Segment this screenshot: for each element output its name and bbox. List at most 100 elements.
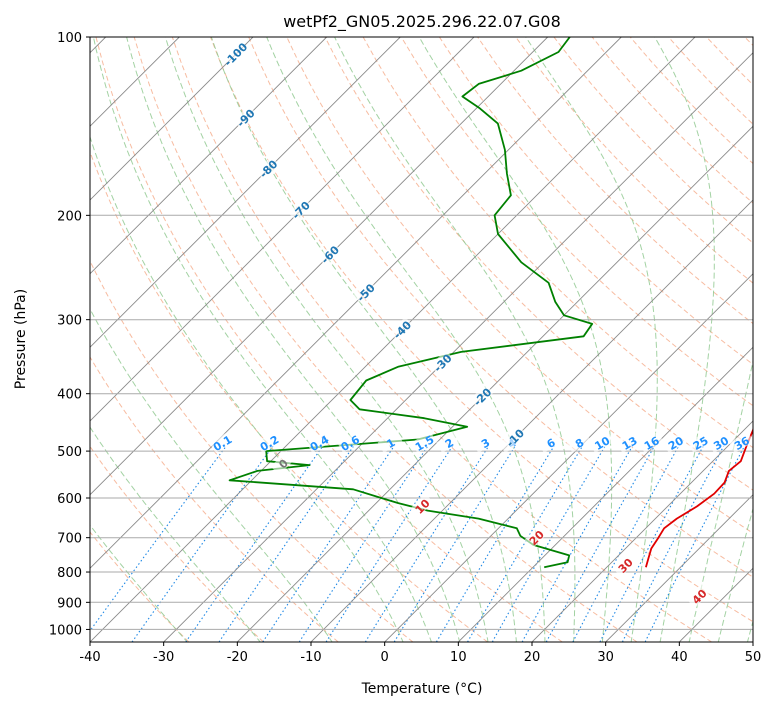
isotherm-label-bg	[389, 317, 414, 342]
moist-adiabat-line	[525, 37, 658, 642]
profile-lines	[228, 37, 753, 569]
mixing-ratio-label-bg	[256, 431, 282, 453]
dry-adiabat-line	[400, 37, 753, 407]
moist-adiabat-label-bg	[686, 583, 711, 608]
isotherm-label-bg	[317, 241, 342, 266]
x-tick-label: 50	[745, 650, 762, 665]
y-tick-label: 800	[57, 566, 82, 581]
mixing-ratio-line	[298, 445, 429, 642]
isotherm-line	[90, 37, 696, 642]
moist-adiabat-label-bg	[523, 524, 548, 550]
isotherm-line	[90, 37, 475, 422]
moist-adiabat-line	[654, 37, 715, 642]
moist-adiabat-line	[126, 37, 461, 642]
mixing-ratio-label-bg	[687, 431, 713, 453]
moist-adiabat-line	[266, 37, 546, 642]
mixing-ratio-label-group: 6	[537, 431, 563, 453]
dry-adiabat-line	[438, 37, 753, 366]
plot-background	[90, 37, 753, 642]
dry-adiabat-line	[133, 37, 638, 642]
moist-adiabat-line	[90, 135, 404, 642]
isotherm-label-bg	[353, 279, 378, 304]
y-tick-label: 600	[57, 492, 82, 507]
axes: -40 -30 -20 -10 0 10 20 30 40 5010020030040050060…	[49, 31, 761, 665]
isotherm-line	[163, 52, 753, 642]
moist-adiabat-label-bg	[612, 552, 637, 577]
mixing-ratio-label-bg	[589, 431, 615, 453]
isotherm-label-bg	[469, 384, 494, 409]
mixing-ratio-label-bg	[337, 431, 363, 453]
mixing-ratio-line	[185, 445, 324, 642]
isotherm-line	[90, 37, 254, 201]
y-tick-label: 400	[57, 388, 82, 403]
mixing-ratio-label-bg	[707, 431, 734, 453]
mixing-ratio-label-bg	[537, 431, 563, 453]
mixing-ratio-label-bg	[377, 431, 403, 453]
isotherm-label-bg	[232, 105, 258, 130]
dry-adiabat-line	[210, 37, 753, 623]
dry-adiabat-line	[90, 531, 190, 642]
x-tick-label: 30	[597, 650, 614, 665]
mixing-ratio-line	[364, 445, 490, 642]
moist-adiabat-line	[90, 524, 188, 642]
isotherm-label-bg	[288, 197, 313, 222]
mixing-ratio-line	[521, 445, 633, 642]
mixing-ratio-line	[621, 445, 725, 642]
mixing-ratio-label-bg	[306, 431, 332, 453]
x-tick-label: -30	[153, 650, 174, 665]
isotherm-label-bg	[222, 41, 247, 66]
dry-adiabat-line	[248, 37, 753, 578]
mixing-ratio-label-bg	[616, 431, 642, 453]
x-tick-label: 40	[671, 650, 688, 665]
mixing-ratio-line	[218, 445, 355, 642]
y-axis-label: Pressure (hPa)	[13, 289, 29, 389]
dry-adiabat-line	[324, 37, 753, 491]
mixing-ratio-line	[545, 445, 656, 642]
plot-frame	[89, 36, 754, 643]
moist-adiabat-line	[164, 37, 489, 642]
mixing-ratio-label-bg	[638, 431, 664, 453]
mixing-ratio-line	[325, 445, 454, 642]
isotherm-line	[384, 273, 753, 642]
isotherm-label-bg	[429, 350, 455, 375]
y-tick-label: 100	[57, 31, 82, 46]
mixing-ratio-label-bg	[436, 431, 462, 453]
isotherm-line	[90, 37, 622, 569]
y-tick-label: 700	[57, 532, 82, 547]
dry-adiabat-line	[90, 150, 488, 642]
isotherm-line	[90, 37, 401, 348]
isotherm-line	[310, 199, 753, 642]
y-tick-label: 1000	[49, 623, 82, 638]
temperature-profile-line	[645, 425, 753, 568]
dry-adiabat-line	[171, 37, 712, 642]
dry-adiabat-line	[515, 37, 753, 284]
isotherm-line	[90, 37, 549, 496]
isotherm-line	[90, 37, 328, 275]
moist-adiabat-line	[92, 37, 432, 642]
isotherm-line	[752, 641, 753, 642]
isotherm-line	[236, 125, 753, 642]
mixing-ratio-label-group: 1	[377, 431, 403, 453]
dry-adiabat-line	[90, 445, 264, 642]
mixing-ratio-label-bg	[411, 431, 437, 453]
mixing-ratio-line	[435, 445, 555, 642]
x-tick-label: 10	[450, 650, 467, 665]
background-grid	[90, 37, 753, 642]
isotherm-line	[457, 346, 753, 642]
x-tick-label: -10	[300, 650, 321, 665]
x-tick-label: -40	[79, 650, 100, 665]
mixing-ratio-label-bg	[472, 431, 498, 453]
y-tick-label: 300	[57, 314, 82, 329]
mixing-ratio-line	[262, 445, 395, 642]
moist-adiabat-line	[334, 37, 576, 642]
y-tick-label: 200	[57, 209, 82, 224]
x-tick-label: 20	[524, 650, 541, 665]
moist-adiabat-line	[90, 426, 261, 642]
dry-adiabat-line	[90, 356, 339, 642]
x-axis-label: Temperature (°C)	[361, 681, 483, 697]
isotherm-line	[531, 420, 753, 642]
mixing-ratio-label-bg	[662, 431, 688, 453]
isotherm-label-bg	[255, 156, 280, 181]
dry-adiabat-line	[95, 37, 563, 642]
